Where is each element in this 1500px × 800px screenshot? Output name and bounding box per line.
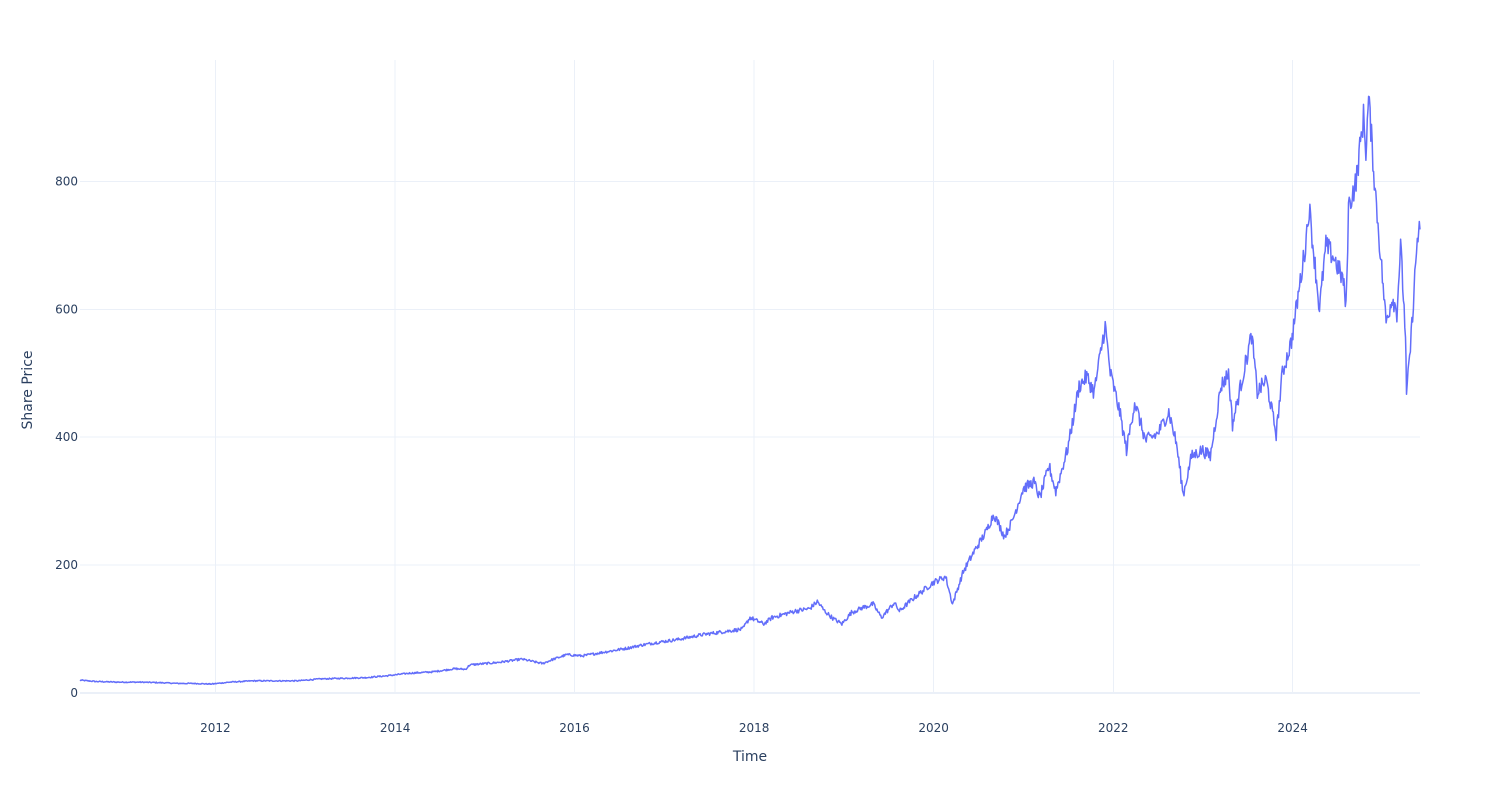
x-tick-label: 2014 <box>380 721 411 735</box>
x-tick-label: 2020 <box>918 721 949 735</box>
x-axis-title: Time <box>732 749 767 765</box>
x-tick-label: 2024 <box>1277 721 1308 735</box>
y-tick-label: 200 <box>55 558 78 572</box>
x-tick-label: 2022 <box>1098 721 1129 735</box>
series-layer <box>79 95 1421 686</box>
y-tick-label: 400 <box>55 430 78 444</box>
series-line-0 <box>79 95 1421 686</box>
x-tick-label: 2016 <box>559 721 590 735</box>
x-gridlines <box>214 60 1294 693</box>
y-tick-label: 600 <box>55 302 78 316</box>
y-gridlines <box>80 180 1420 694</box>
y-tick-label: 800 <box>55 174 78 188</box>
x-tick-label: 2012 <box>200 721 231 735</box>
y-tick-label: 0 <box>70 686 78 700</box>
y-tick-labels: 0 200 400 600 800 <box>55 174 78 700</box>
y-axis-title: Share Price <box>20 350 36 429</box>
x-tick-labels: 2012 2014 2016 2018 2020 2022 2024 <box>200 721 1308 735</box>
x-tick-label: 2018 <box>739 721 770 735</box>
